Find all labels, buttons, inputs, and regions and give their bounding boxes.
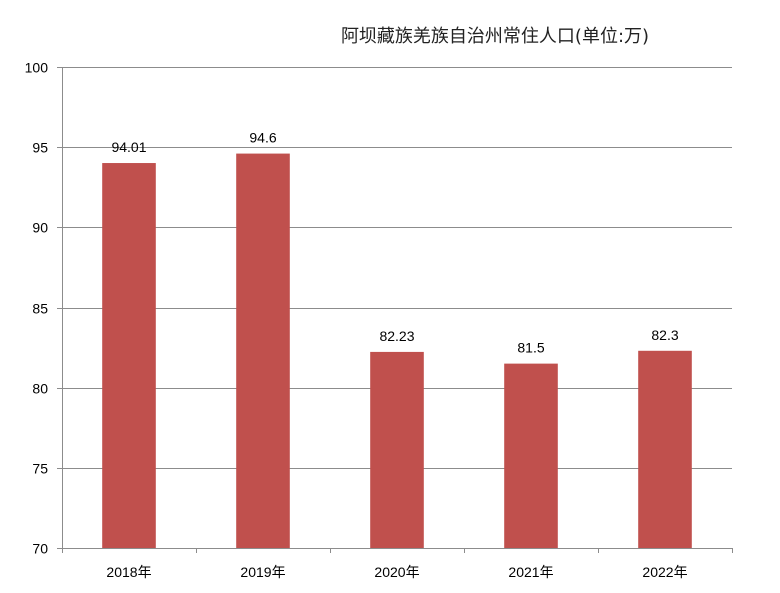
y-axis-tick-labels: 70 75 80 85 90 95 100 — [25, 60, 49, 557]
bar — [102, 163, 156, 549]
data-labels: 94.01 94.6 82.23 81.5 82.3 — [111, 130, 678, 356]
bar — [638, 350, 692, 548]
x-axis-tick-labels: 2018年 2019年 2020年 2021年 2022年 — [106, 564, 687, 580]
y-tick-label: 95 — [32, 140, 48, 156]
axes — [57, 67, 733, 553]
x-tick-label: 2018年 — [106, 564, 151, 580]
data-label: 82.3 — [651, 327, 678, 343]
y-tick-label: 85 — [32, 301, 48, 317]
x-tick-label: 2021年 — [508, 564, 553, 580]
gridlines — [62, 67, 732, 469]
x-tick-label: 2022年 — [642, 564, 687, 580]
x-tick-label: 2019年 — [240, 564, 285, 580]
bar — [504, 363, 558, 548]
bars — [102, 153, 692, 549]
bar — [370, 351, 424, 548]
y-tick-label: 90 — [32, 220, 48, 236]
data-label: 81.5 — [517, 340, 544, 356]
bar — [236, 153, 290, 548]
data-label: 82.23 — [379, 328, 414, 344]
y-tick-label: 70 — [32, 541, 48, 557]
chart-title: 阿坝藏族羌族自治州常住人口(单位:万) — [341, 26, 649, 47]
y-tick-label: 80 — [32, 381, 48, 397]
y-tick-label: 75 — [32, 461, 48, 477]
y-tick-label: 100 — [25, 60, 49, 76]
x-tick-label: 2020年 — [374, 564, 419, 580]
data-label: 94.01 — [111, 139, 146, 155]
data-label: 94.6 — [249, 130, 276, 146]
